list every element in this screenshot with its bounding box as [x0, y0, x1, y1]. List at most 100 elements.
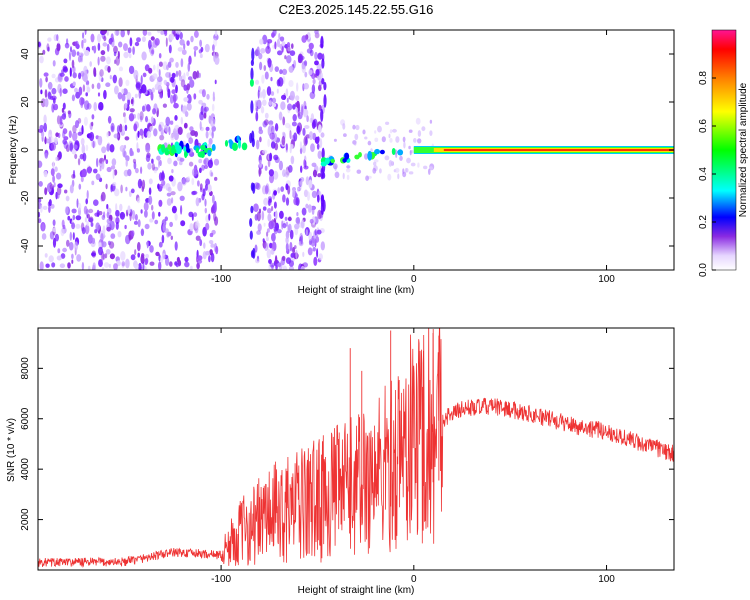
noise-speckle — [129, 108, 135, 113]
noise-speckle — [141, 36, 146, 43]
noise-speckle — [48, 199, 52, 207]
noise-speckle — [285, 236, 289, 244]
noise-speckle — [91, 180, 95, 186]
ridge-blob — [397, 149, 404, 156]
noise-speckle — [306, 115, 309, 123]
noise-speckle — [84, 217, 87, 223]
noise-speckle — [82, 84, 86, 92]
noise-speckle — [125, 79, 130, 87]
noise-speckle — [123, 116, 127, 124]
noise-speckle — [194, 131, 199, 137]
noise-speckle — [174, 213, 178, 221]
noise-speckle — [291, 43, 294, 49]
noise-speckle — [319, 138, 323, 149]
noise-speckle — [355, 124, 360, 131]
noise-speckle — [213, 33, 219, 41]
noise-speckle — [346, 174, 350, 180]
noise-speckle — [115, 221, 119, 230]
noise-speckle — [69, 67, 72, 77]
noise-speckle — [197, 255, 203, 261]
noise-speckle — [291, 121, 297, 127]
ridge-blob — [170, 148, 177, 154]
noise-speckle — [290, 143, 294, 150]
x-tick-label: 0 — [411, 574, 417, 585]
noise-speckle — [311, 84, 316, 94]
noise-speckle — [177, 181, 183, 192]
noise-speckle — [214, 56, 220, 65]
noise-speckle — [276, 88, 279, 94]
noise-speckle — [353, 140, 357, 146]
noise-speckle — [356, 169, 362, 174]
noise-speckle — [317, 173, 322, 178]
noise-speckle — [151, 204, 154, 211]
noise-speckle — [265, 45, 271, 54]
noise-speckle — [153, 64, 156, 71]
noise-speckle — [91, 252, 96, 257]
noise-speckle — [140, 209, 143, 214]
noise-speckle — [256, 230, 261, 235]
noise-speckle — [311, 190, 317, 199]
noise-speckle — [308, 179, 313, 189]
noise-speckle — [42, 205, 48, 210]
noise-speckle — [67, 215, 71, 221]
noise-speckle — [166, 198, 172, 206]
noise-speckle — [305, 137, 308, 145]
noise-speckle — [190, 35, 194, 43]
noise-speckle — [267, 213, 272, 222]
noise-speckle — [167, 157, 172, 165]
noise-speckle — [61, 113, 67, 120]
noise-speckle — [275, 265, 278, 270]
noise-speckle — [48, 205, 51, 213]
noise-speckle — [196, 70, 200, 79]
noise-speckle — [201, 164, 205, 171]
noise-speckle — [43, 122, 47, 133]
noise-speckle — [134, 93, 138, 98]
noise-speckle — [104, 253, 108, 259]
ridge-blob — [211, 144, 216, 151]
noise-speckle — [406, 157, 411, 164]
noise-speckle — [83, 116, 88, 126]
noise-speckle — [175, 61, 179, 68]
noise-speckle — [183, 122, 188, 129]
noise-speckle — [159, 134, 165, 141]
noise-speckle — [83, 38, 87, 44]
y-tick-label: 8000 — [20, 357, 31, 380]
noise-speckle — [320, 132, 325, 138]
noise-speckle — [130, 99, 134, 105]
noise-speckle — [263, 197, 269, 206]
noise-speckle — [98, 246, 103, 256]
colorbar-tick-label: 0.2 — [698, 215, 709, 229]
noise-speckle — [279, 210, 284, 219]
burst-blob — [252, 182, 256, 194]
noise-speckle — [208, 255, 211, 263]
noise-speckle — [345, 168, 351, 173]
noise-speckle — [203, 242, 206, 249]
noise-speckle — [84, 30, 87, 35]
noise-speckle — [263, 222, 266, 227]
noise-speckle — [207, 184, 212, 193]
burst-blob — [249, 132, 253, 144]
noise-speckle — [417, 130, 422, 137]
noise-speckle — [146, 104, 151, 112]
noise-speckle — [97, 135, 103, 146]
noise-speckle — [129, 211, 132, 222]
noise-speckle — [178, 75, 183, 82]
noise-speckle — [195, 235, 201, 241]
noise-speckle — [199, 121, 202, 131]
noise-speckle — [110, 233, 116, 239]
noise-speckle — [158, 241, 163, 248]
noise-speckle — [153, 128, 158, 137]
noise-speckle — [145, 115, 148, 123]
noise-speckle — [122, 124, 125, 134]
noise-speckle — [90, 33, 95, 43]
noise-speckle — [198, 72, 201, 79]
noise-speckle — [284, 55, 287, 60]
noise-speckle — [119, 145, 126, 152]
noise-speckle — [272, 97, 277, 104]
noise-speckle — [70, 46, 72, 53]
noise-speckle — [161, 170, 165, 179]
noise-speckle — [255, 111, 259, 122]
noise-speckle — [179, 161, 183, 166]
noise-speckle — [148, 67, 153, 74]
noise-speckle — [342, 123, 346, 130]
